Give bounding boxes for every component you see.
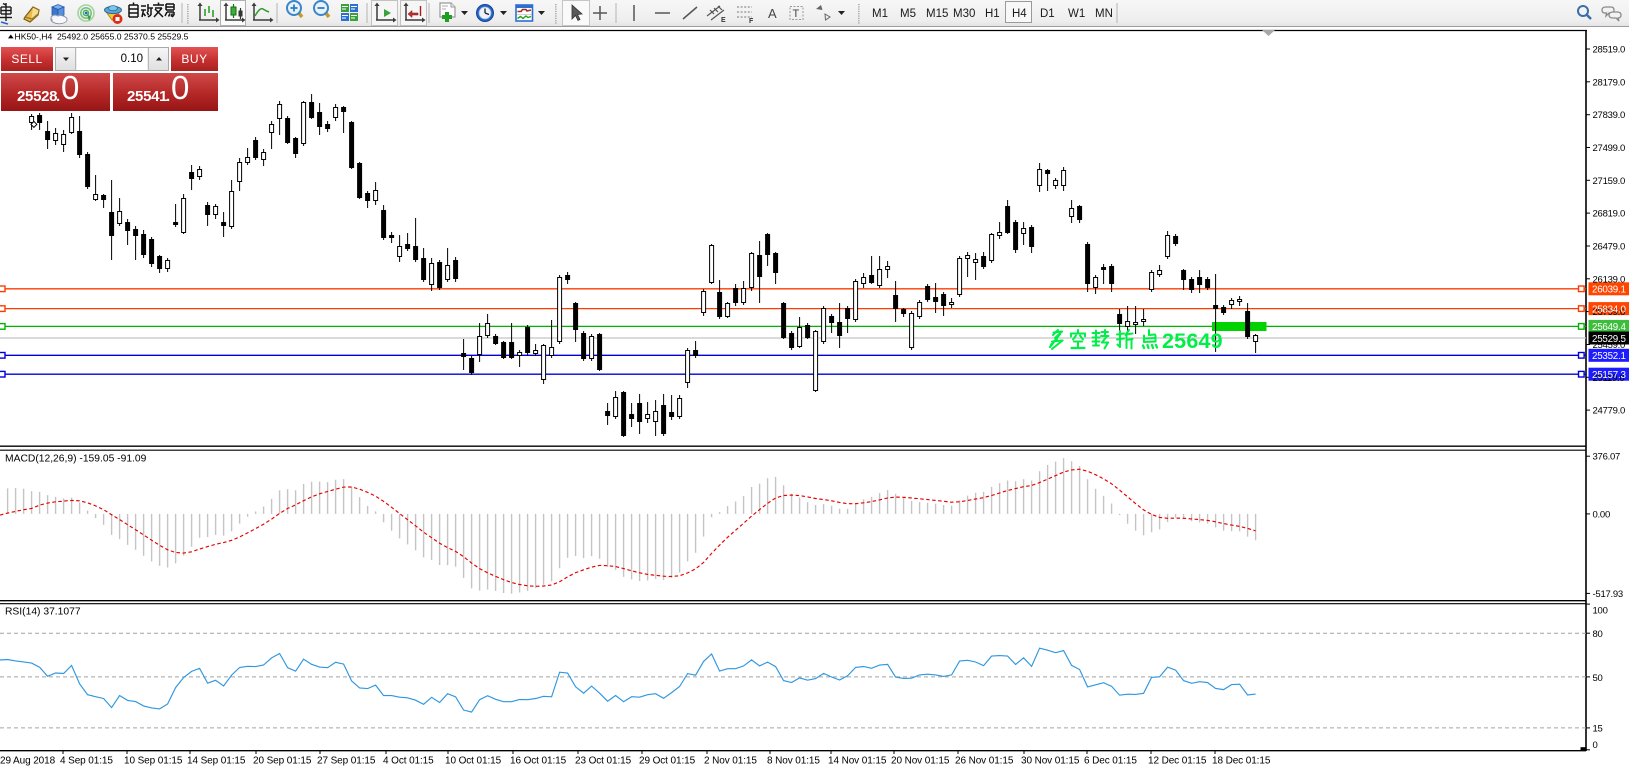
- svg-text:25799.0: 25799.0: [1593, 307, 1626, 318]
- svg-text:MN: MN: [1095, 8, 1113, 20]
- svg-text:4 Sep 01:15: 4 Sep 01:15: [60, 756, 113, 767]
- svg-text:27 Sep 01:15: 27 Sep 01:15: [317, 756, 376, 767]
- svg-text:27499.0: 27499.0: [1593, 143, 1626, 154]
- svg-text:28179.0: 28179.0: [1593, 77, 1626, 88]
- svg-text:-517.93: -517.93: [1593, 589, 1623, 600]
- svg-text:24779.0: 24779.0: [1593, 406, 1626, 417]
- svg-text:0: 0: [1593, 740, 1598, 751]
- svg-text:D1: D1: [1040, 8, 1055, 20]
- svg-text:26139.0: 26139.0: [1593, 274, 1626, 285]
- svg-text:M30: M30: [953, 8, 975, 20]
- svg-text:25649: 25649: [1162, 329, 1223, 353]
- svg-text:23 Oct 01:15: 23 Oct 01:15: [575, 756, 632, 767]
- svg-text:M15: M15: [926, 8, 948, 20]
- svg-text:26479.0: 26479.0: [1593, 241, 1626, 252]
- svg-text:50: 50: [1593, 673, 1603, 684]
- svg-text:25459.0: 25459.0: [1593, 340, 1626, 351]
- svg-text:80: 80: [1593, 629, 1603, 640]
- svg-text:16 Oct 01:15: 16 Oct 01:15: [510, 756, 567, 767]
- svg-text:25157.3: 25157.3: [1592, 370, 1626, 381]
- svg-text:26819.0: 26819.0: [1593, 209, 1626, 220]
- svg-text:29 Oct 01:15: 29 Oct 01:15: [639, 756, 696, 767]
- svg-text:376.07: 376.07: [1593, 452, 1621, 463]
- svg-text:F: F: [749, 18, 754, 25]
- svg-text:14 Nov 01:15: 14 Nov 01:15: [828, 756, 887, 767]
- svg-text:8 Nov 01:15: 8 Nov 01:15: [767, 756, 820, 767]
- svg-text:M5: M5: [900, 8, 916, 20]
- svg-text:MACD(12,26,9) -159.05 -91.09: MACD(12,26,9) -159.05 -91.09: [5, 454, 147, 465]
- svg-text:20 Nov 01:15: 20 Nov 01:15: [891, 756, 950, 767]
- svg-text:RSI(14) 37.1077: RSI(14) 37.1077: [5, 607, 81, 618]
- svg-text:25352.1: 25352.1: [1592, 351, 1626, 362]
- svg-text:A: A: [768, 6, 777, 21]
- svg-text:2 Nov 01:15: 2 Nov 01:15: [704, 756, 757, 767]
- svg-text:4 Oct 01:15: 4 Oct 01:15: [383, 756, 434, 767]
- svg-text:25119.0: 25119.0: [1593, 373, 1625, 384]
- svg-text:25649.4: 25649.4: [1592, 322, 1626, 333]
- svg-text:6 Dec 01:15: 6 Dec 01:15: [1084, 756, 1137, 767]
- svg-text:M1: M1: [872, 8, 888, 20]
- svg-text:W1: W1: [1068, 8, 1085, 20]
- svg-text:27839.0: 27839.0: [1593, 110, 1626, 121]
- svg-text:H4: H4: [1012, 8, 1027, 20]
- svg-text:E: E: [721, 17, 726, 24]
- svg-text:18 Dec 01:15: 18 Dec 01:15: [1212, 756, 1271, 767]
- svg-text:28519.0: 28519.0: [1593, 45, 1626, 56]
- svg-text:0.00: 0.00: [1593, 509, 1611, 520]
- svg-text:10 Oct 01:15: 10 Oct 01:15: [445, 756, 502, 767]
- svg-text:100: 100: [1593, 606, 1608, 617]
- svg-text:HK50-,H4 25492.0 25655.0 2537: HK50-,H4 25492.0 25655.0 25370.5 25529.5: [15, 32, 189, 42]
- svg-text:20 Sep 01:15: 20 Sep 01:15: [253, 756, 312, 767]
- svg-text:29 Aug 2018: 29 Aug 2018: [0, 756, 56, 767]
- svg-text:26 Nov 01:15: 26 Nov 01:15: [955, 756, 1014, 767]
- svg-text:30 Nov 01:15: 30 Nov 01:15: [1021, 756, 1080, 767]
- svg-text:27159.0: 27159.0: [1593, 176, 1626, 187]
- svg-text:15: 15: [1593, 724, 1603, 735]
- svg-text:H1: H1: [985, 8, 1000, 20]
- svg-text:12 Dec 01:15: 12 Dec 01:15: [1148, 756, 1207, 767]
- svg-text:14 Sep 01:15: 14 Sep 01:15: [187, 756, 246, 767]
- svg-text:10 Sep 01:15: 10 Sep 01:15: [124, 756, 183, 767]
- svg-text:25834.0: 25834.0: [1592, 304, 1626, 315]
- svg-text:T: T: [793, 8, 800, 20]
- svg-text:25529.5: 25529.5: [1592, 334, 1626, 345]
- svg-text:26039.1: 26039.1: [1592, 285, 1626, 296]
